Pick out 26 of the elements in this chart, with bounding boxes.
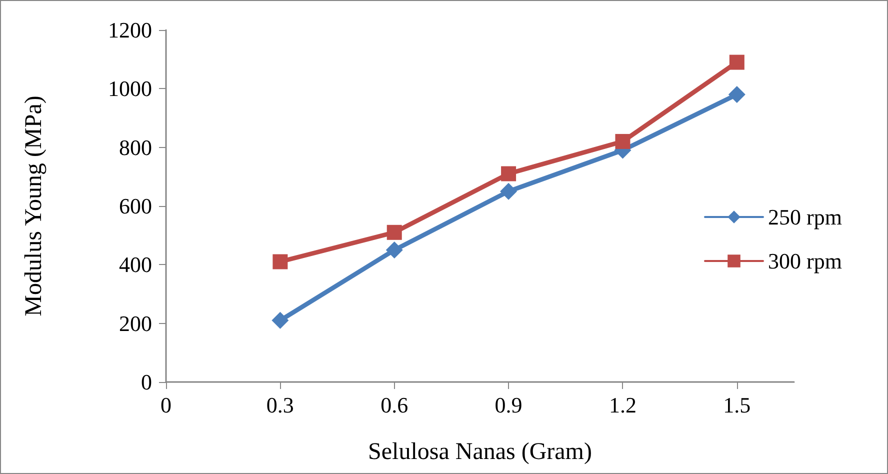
legend-label: 250 rpm xyxy=(768,204,842,230)
point xyxy=(728,86,746,104)
x-tick-label: 0.3 xyxy=(266,392,294,418)
x-tick-label: 1.2 xyxy=(608,392,636,418)
x-tick-label: 0.9 xyxy=(494,392,522,418)
y-tick-label: 0 xyxy=(141,370,152,394)
x-tick-label: 1.5 xyxy=(723,392,751,418)
y-tick-label: 1000 xyxy=(108,76,152,102)
point xyxy=(386,242,403,258)
point xyxy=(615,134,630,149)
y-tick-label: 1200 xyxy=(108,18,152,42)
y-tick-label: 200 xyxy=(119,310,152,336)
point xyxy=(729,54,744,70)
point xyxy=(501,166,516,182)
y-tick-label: 400 xyxy=(119,252,152,278)
point xyxy=(272,312,289,329)
point xyxy=(500,182,518,200)
y-tick-label: 800 xyxy=(119,134,152,160)
x-axis-title: Selulosa Nanas (Gram) xyxy=(368,439,592,465)
x-tick-label: 0.6 xyxy=(380,392,408,418)
point xyxy=(386,224,402,240)
point xyxy=(272,254,288,270)
y-axis-title: Modulus Young (MPa) xyxy=(21,96,47,316)
x-tick-label: 0 xyxy=(160,392,172,418)
y-tick-label: 600 xyxy=(119,194,152,218)
legend-label: 300 rpm xyxy=(768,248,842,274)
